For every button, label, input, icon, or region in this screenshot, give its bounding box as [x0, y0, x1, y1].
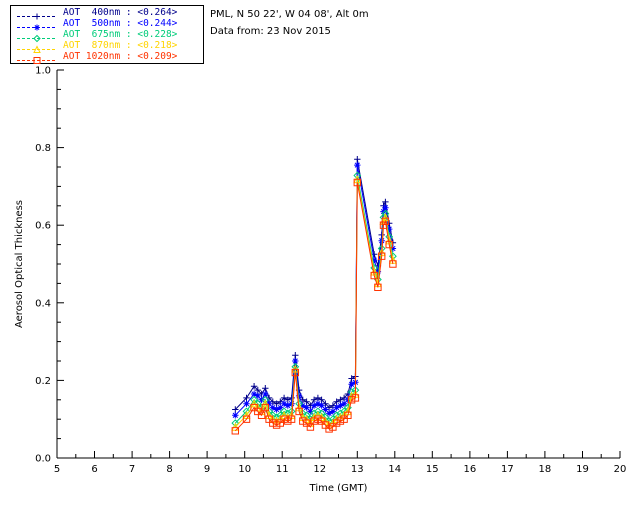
legend-item-1020nm: AOT 1020nm : <0.209>	[15, 51, 201, 64]
x-tick-label: 19	[576, 464, 589, 475]
y-tick-label: 0.2	[35, 376, 51, 387]
y-tick-label: 0.8	[35, 143, 51, 154]
y-tick-label: 0.6	[35, 221, 51, 232]
legend-label-675nm: AOT 675nm : <0.228>	[63, 29, 178, 40]
series-aot-500nm	[232, 161, 397, 419]
legend-item-870nm: AOT 870nm : <0.218>	[15, 40, 201, 53]
series-aot-675nm	[231, 171, 397, 428]
legend-label-1020nm: AOT 1020nm : <0.209>	[63, 51, 178, 62]
x-tick-label: 11	[276, 464, 289, 475]
x-tick-label: 14	[388, 464, 401, 475]
series-aot-1020nm	[231, 178, 397, 435]
x-tick-label: 10	[238, 464, 251, 475]
legend-item-500nm: AOT 500nm : <0.244>	[15, 18, 201, 31]
x-tick-label: 17	[501, 464, 514, 475]
x-tick-label: 9	[204, 464, 210, 475]
x-tick-label: 12	[313, 464, 326, 475]
legend-marker-glyph	[17, 34, 57, 43]
legend-marker-675nm	[15, 29, 59, 43]
x-tick-label: 16	[464, 464, 477, 475]
series-symbols	[232, 161, 397, 419]
y-axis-title: Aerosol Optical Thickness	[14, 200, 25, 328]
legend-marker-glyph	[17, 45, 57, 53]
x-tick-label: 18	[539, 464, 552, 475]
legend-box: AOT 400nm : <0.264> AOT 500nm : <0.244> …	[10, 5, 204, 64]
x-tick-label: 8	[166, 464, 172, 475]
header-block: PML, N 50 22', W 04 08', Alt 0m Data fro…	[210, 6, 369, 40]
legend-item-400nm: AOT 400nm : <0.264>	[15, 7, 201, 20]
y-tick-label: 0.4	[35, 298, 51, 309]
legend-marker-glyph	[17, 57, 57, 64]
station-info: PML, N 50 22', W 04 08', Alt 0m	[210, 9, 369, 20]
legend-marker-1020nm	[15, 51, 59, 64]
x-tick-label: 20	[614, 464, 627, 475]
axes	[56, 69, 621, 459]
axis-labels: 5 6 7 8 9 10 11 12 13 14 15 16 17 18 19 20 0.0 0.2 0.4 0.6 0…	[14, 66, 626, 495]
data-date: Data from: 23 Nov 2015	[210, 26, 331, 37]
legend-label-500nm: AOT 500nm : <0.244>	[63, 18, 178, 29]
series-symbols	[232, 156, 397, 413]
x-tick-label: 5	[54, 464, 60, 475]
legend-label-400nm: AOT 400nm : <0.264>	[63, 7, 178, 18]
x-tick-label: 6	[91, 464, 97, 475]
legend-marker-500nm	[15, 18, 59, 31]
series-line	[234, 159, 394, 410]
x-axis-title: Time (GMT)	[309, 483, 368, 494]
y-tick-label: 1.0	[35, 66, 51, 77]
legend-marker-870nm	[15, 40, 59, 53]
y-tick-label: 0.0	[35, 454, 51, 465]
legend-marker-glyph	[17, 13, 57, 20]
x-tick-label: 7	[129, 464, 135, 475]
series-symbols	[231, 178, 397, 435]
series-line	[234, 175, 394, 424]
legend-marker-400nm	[15, 7, 59, 20]
legend-item-675nm: AOT 675nm : <0.228>	[15, 29, 201, 43]
x-tick-label: 13	[351, 464, 364, 475]
x-tick-label: 15	[426, 464, 439, 475]
legend-marker-glyph	[17, 24, 57, 31]
series-aot-400nm	[232, 156, 397, 413]
series-symbols	[231, 171, 397, 428]
legend-label-870nm: AOT 870nm : <0.218>	[63, 40, 178, 51]
series-line	[234, 165, 394, 416]
